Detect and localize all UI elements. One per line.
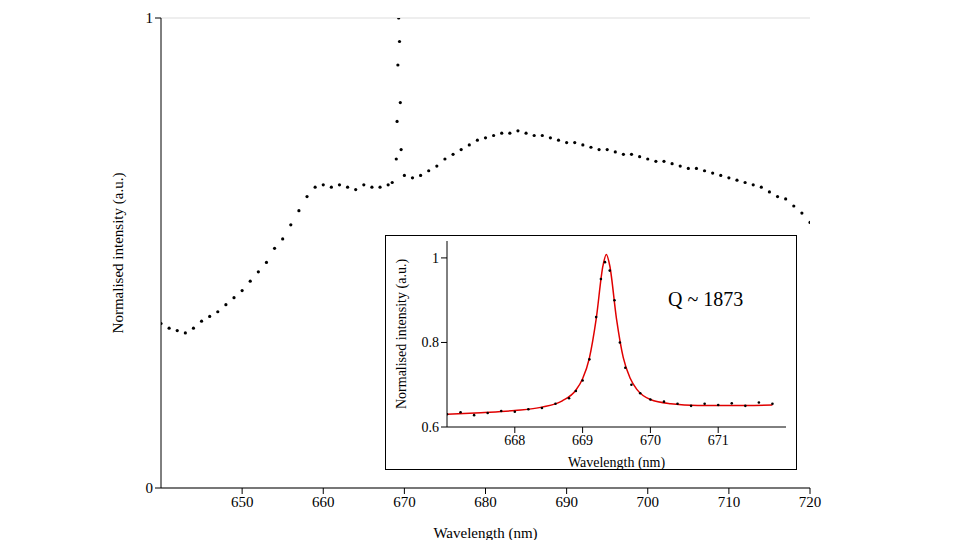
svg-text:1: 1 <box>146 10 154 26</box>
svg-text:Wavelength (nm): Wavelength (nm) <box>433 525 537 540</box>
svg-text:720: 720 <box>799 494 822 510</box>
svg-text:669: 669 <box>572 433 593 448</box>
svg-text:0.8: 0.8 <box>422 335 440 350</box>
svg-text:Normalised intensity (a.u.): Normalised intensity (a.u.) <box>110 173 127 334</box>
svg-text:700: 700 <box>637 494 660 510</box>
svg-text:680: 680 <box>474 494 497 510</box>
svg-text:650: 650 <box>231 494 254 510</box>
svg-text:Wavelength (nm): Wavelength (nm) <box>568 455 666 469</box>
svg-text:710: 710 <box>718 494 741 510</box>
svg-text:0: 0 <box>146 480 154 496</box>
svg-text:670: 670 <box>640 433 661 448</box>
svg-text:690: 690 <box>555 494 578 510</box>
svg-text:670: 670 <box>393 494 416 510</box>
svg-text:660: 660 <box>312 494 335 510</box>
svg-text:671: 671 <box>708 433 729 448</box>
svg-text:Normalised intensity (a.u.): Normalised intensity (a.u.) <box>394 259 410 409</box>
svg-text:1: 1 <box>432 251 439 266</box>
svg-text:0.6: 0.6 <box>422 420 440 435</box>
svg-text:668: 668 <box>504 433 525 448</box>
html-text:Q ~ 1873: Q ~ 1873 <box>668 288 744 310</box>
